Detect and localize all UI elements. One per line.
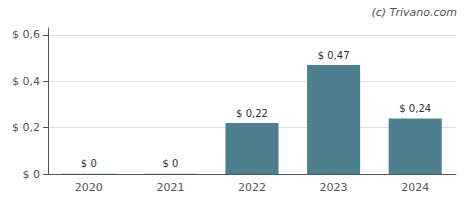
svg-text:2024: 2024: [401, 181, 429, 194]
svg-text:$ 0,24: $ 0,24: [399, 103, 431, 114]
svg-text:$ 0,47: $ 0,47: [318, 50, 350, 61]
svg-text:$ 0: $ 0: [23, 168, 41, 181]
svg-text:$ 0: $ 0: [81, 158, 97, 169]
svg-text:2023: 2023: [320, 181, 348, 194]
svg-text:2021: 2021: [156, 181, 184, 194]
svg-text:2022: 2022: [238, 181, 266, 194]
svg-text:(c) Trivano.com: (c) Trivano.com: [371, 6, 457, 19]
svg-text:$ 0,2: $ 0,2: [12, 121, 40, 134]
svg-text:$ 0,4: $ 0,4: [12, 75, 40, 88]
svg-text:$ 0,22: $ 0,22: [236, 108, 268, 119]
svg-text:$ 0: $ 0: [162, 158, 178, 169]
svg-text:2020: 2020: [75, 181, 103, 194]
svg-text:$ 0,6: $ 0,6: [12, 28, 40, 41]
